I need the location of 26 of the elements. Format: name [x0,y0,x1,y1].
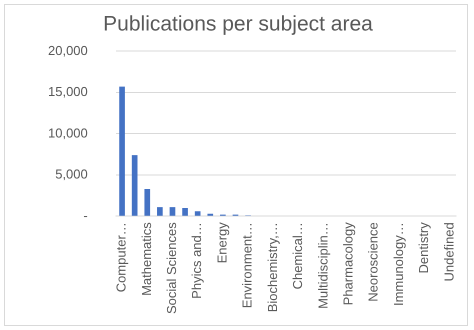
y-tick-label: - [83,208,88,223]
x-tick-label: Undefined [441,222,456,282]
y-tick-label: 15,000 [48,84,88,100]
bar [182,208,188,216]
bar [170,207,176,216]
x-tick-label: Neoroscience [366,222,381,302]
bar [157,207,163,216]
chart-title: Publications per subject area [103,12,374,36]
x-tick-label: Computer… [114,222,129,292]
bar [132,155,138,216]
x-tick-label: Dentistry [416,222,432,274]
x-tick-label: Multidisciplin… [315,222,330,309]
y-tick-label: 10,000 [48,125,88,140]
x-tick-label: Biochemistry,… [264,222,280,312]
x-tick-label: Chemical… [290,222,306,290]
x-tick-label: Social Sciences [164,222,180,314]
x-tick-label: Immunology… [390,222,406,306]
x-tick-label: Phyics and… [189,222,204,299]
x-tick-label: Environment… [240,222,255,308]
x-tick-label: Energy [214,222,230,264]
y-tick-label: 5,000 [55,166,88,182]
bar [119,86,125,216]
bar [144,189,150,216]
y-tick-label: 20,000 [48,42,88,58]
x-tick-label: Mathematics [138,222,154,296]
x-tick-label: Pharmacology [340,222,356,306]
